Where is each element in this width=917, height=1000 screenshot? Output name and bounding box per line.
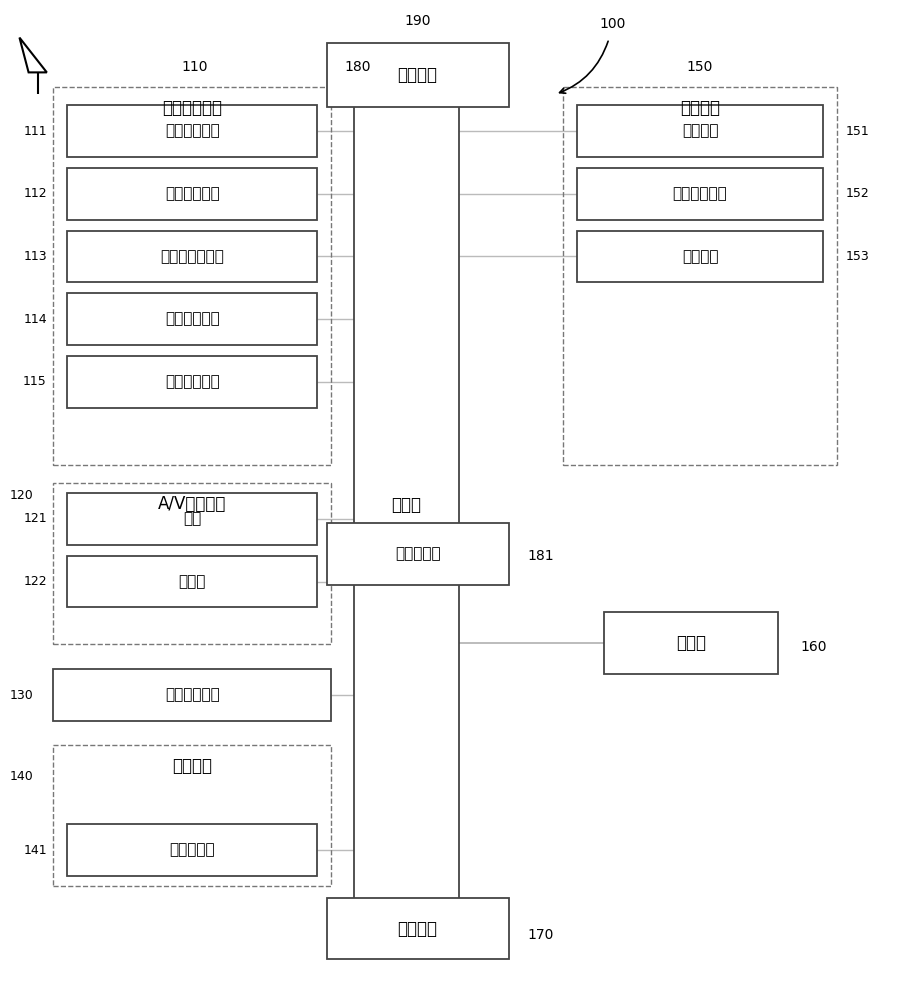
Text: 141: 141 [23, 844, 47, 857]
Text: 移动通信模块: 移动通信模块 [165, 186, 219, 201]
Text: 输出单元: 输出单元 [680, 99, 720, 117]
Text: 111: 111 [23, 125, 47, 138]
Text: 位置信息模块: 位置信息模块 [165, 374, 219, 389]
Text: 121: 121 [23, 512, 47, 525]
Text: 接近传感器: 接近传感器 [170, 843, 215, 858]
FancyBboxPatch shape [67, 168, 317, 220]
Text: A/V输入单元: A/V输入单元 [158, 495, 226, 513]
FancyBboxPatch shape [67, 556, 317, 607]
FancyBboxPatch shape [53, 669, 331, 721]
FancyBboxPatch shape [577, 168, 823, 220]
Text: 150: 150 [687, 60, 713, 74]
Text: 160: 160 [801, 640, 827, 654]
FancyBboxPatch shape [326, 43, 509, 107]
Text: 151: 151 [845, 125, 869, 138]
Text: 控制器: 控制器 [392, 496, 421, 514]
FancyBboxPatch shape [67, 824, 317, 876]
Text: 多媒体模块: 多媒体模块 [395, 546, 440, 561]
FancyBboxPatch shape [67, 493, 317, 545]
Text: 140: 140 [9, 770, 33, 783]
Text: 警报单元: 警报单元 [682, 249, 718, 264]
Text: 170: 170 [527, 928, 553, 942]
FancyBboxPatch shape [577, 231, 823, 282]
Text: 广播接收模块: 广播接收模块 [165, 124, 219, 139]
Text: 112: 112 [23, 187, 47, 200]
Text: 181: 181 [527, 549, 554, 563]
Text: 130: 130 [9, 689, 33, 702]
FancyBboxPatch shape [67, 231, 317, 282]
Text: 114: 114 [23, 313, 47, 326]
FancyBboxPatch shape [67, 356, 317, 408]
Text: 110: 110 [182, 60, 207, 74]
FancyBboxPatch shape [326, 898, 509, 959]
Text: 153: 153 [845, 250, 869, 263]
Text: 显示单元: 显示单元 [682, 124, 718, 139]
Text: 180: 180 [345, 60, 371, 74]
Text: 100: 100 [600, 17, 626, 31]
Text: 无线互联网模块: 无线互联网模块 [160, 249, 224, 264]
Text: 122: 122 [23, 575, 47, 588]
FancyBboxPatch shape [354, 87, 458, 923]
Text: 音频输出模块: 音频输出模块 [673, 186, 727, 201]
Text: 115: 115 [23, 375, 47, 388]
Text: 190: 190 [404, 14, 431, 28]
Text: 152: 152 [845, 187, 869, 200]
Text: 113: 113 [23, 250, 47, 263]
Text: 无线通信单元: 无线通信单元 [162, 99, 222, 117]
Polygon shape [19, 38, 47, 72]
Text: 用户输入单元: 用户输入单元 [165, 687, 219, 702]
Text: 电源单元: 电源单元 [398, 66, 437, 84]
Text: 麦克风: 麦克风 [179, 574, 205, 589]
Text: 照相: 照相 [183, 511, 201, 526]
Text: 短程通信模块: 短程通信模块 [165, 312, 219, 327]
FancyBboxPatch shape [67, 293, 317, 345]
FancyBboxPatch shape [604, 612, 778, 674]
Text: 感测单元: 感测单元 [172, 757, 212, 775]
Text: 存储器: 存储器 [676, 634, 706, 652]
FancyBboxPatch shape [577, 105, 823, 157]
FancyBboxPatch shape [67, 105, 317, 157]
Text: 接口单元: 接口单元 [398, 920, 437, 938]
Text: 120: 120 [9, 489, 33, 502]
FancyBboxPatch shape [326, 523, 509, 585]
